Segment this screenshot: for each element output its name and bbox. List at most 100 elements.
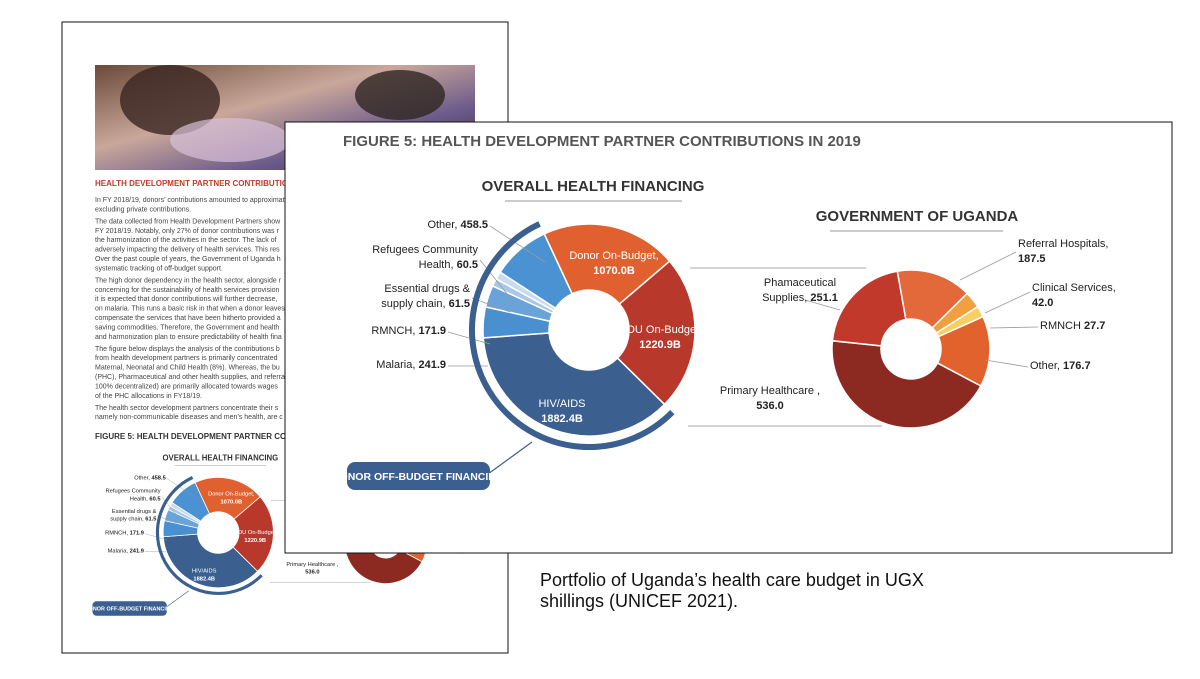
category-label: HIV/AIDS xyxy=(538,398,586,410)
data-label: HIV/AIDS 1882.4B xyxy=(178,567,230,583)
annotation-pill xyxy=(347,462,490,490)
value-label: 61.5 xyxy=(145,515,157,523)
category-label: Primary Healthcare , xyxy=(719,385,821,397)
document-line: compensate the services that have been h… xyxy=(95,315,281,322)
document-line: adversely impacting the delivery of heal… xyxy=(95,247,280,254)
leader-line xyxy=(166,478,196,498)
value-label: 1070.0B xyxy=(220,498,243,506)
data-label: Essential drugs & supply chain, 61.5 xyxy=(102,508,157,524)
leader-line xyxy=(989,326,1039,329)
document-line: namely non-communicable diseases and men… xyxy=(95,414,283,421)
label-box: Essential drugs & supply chain, 61.5 xyxy=(365,282,470,312)
data-label: GOU On-Budget, 1220.9B xyxy=(610,323,710,353)
label-box: Referral Hospitals, 187.5 xyxy=(1018,238,1109,265)
annotation: DONOR OFF-BUDGET FINANCING xyxy=(332,471,504,483)
donut-segment xyxy=(831,339,982,429)
annotation-leader xyxy=(165,590,189,608)
category-label: Other, xyxy=(427,219,458,231)
value-label: 171.9 xyxy=(129,530,144,537)
donut-segment xyxy=(171,482,211,522)
leader-line xyxy=(447,331,491,345)
document-line: 100% decentralized) are primarily alloca… xyxy=(95,383,278,390)
label-box: Clinical Services, 42.0 xyxy=(1032,281,1142,311)
category-label: Refugees Community Health, xyxy=(105,487,161,502)
category-label: GOU On-Budget, xyxy=(617,324,703,336)
category-label: RMNCH, xyxy=(105,530,129,537)
document-line: (PHC), Pharmaceutical and other health s… xyxy=(95,374,285,381)
leader-line xyxy=(959,251,1017,281)
leader-line xyxy=(144,533,167,541)
donut-segment xyxy=(543,223,671,306)
category-label: Donor On-Budget, xyxy=(569,250,659,262)
document-line: on malaria. This runs a basic risk in th… xyxy=(95,306,285,313)
photo-detail xyxy=(120,65,220,135)
category-label: Essential drugs & supply chain, xyxy=(110,508,157,523)
leader-line xyxy=(479,259,513,301)
donut-segment xyxy=(232,496,274,572)
leader-line xyxy=(161,496,179,518)
value-label: 1070.0B xyxy=(593,265,635,277)
data-label: Refugees Community Health, 60.5 xyxy=(101,487,161,503)
value-label: 61.5 xyxy=(448,298,470,310)
value-label: 458.5 xyxy=(460,219,488,231)
label-box: Essential drugs & supply chain, 61.5 xyxy=(102,508,157,524)
figure-content: OVERALL HEALTH FINANCING Donor On-Budget,… xyxy=(332,178,1150,490)
label-box: Other, 176.7 xyxy=(1030,359,1140,374)
category-label: Referral Hospitals, xyxy=(1018,238,1109,250)
document-line: In FY 2018/19, donors’ contributions amo… xyxy=(95,197,285,204)
data-label: Clinical Services, 42.0 xyxy=(1032,281,1142,311)
value-label: 27.7 xyxy=(1084,320,1106,332)
leader-line xyxy=(804,299,841,311)
category-label: Other, xyxy=(1030,360,1060,372)
label-box: RMNCH, 171.9 xyxy=(371,325,446,337)
chart-title: GOVERNMENT OF UGANDA xyxy=(816,208,1019,225)
off-budget-arc xyxy=(469,221,675,450)
data-label: Other, 458.5 xyxy=(368,218,488,233)
label-box: Primary Healthcare , 536.0 xyxy=(719,385,821,412)
data-label: RMNCH 27.7 xyxy=(1040,319,1150,334)
label-box: Donor On-Budget, 1070.0B xyxy=(559,249,669,279)
value-label: 1220.9B xyxy=(639,339,681,351)
data-label: Essential drugs & supply chain, 61.5 xyxy=(365,282,470,312)
document-line: The figure below displays the analysis o… xyxy=(95,346,280,353)
leader-line xyxy=(984,359,1029,368)
label-box: Malaria, 241.9 xyxy=(376,359,446,371)
data-label: Malaria, 241.9 xyxy=(82,547,144,555)
category-label: Essential drugs & supply chain, xyxy=(381,283,470,310)
label-box: GOU On-Budget, 1220.9B xyxy=(229,529,281,545)
document-line: The health sector development partners c… xyxy=(95,405,279,412)
document-line: Maternal, Neonatal and Child Health (8%)… xyxy=(95,365,280,372)
data-label: GOU On-Budget, 1220.9B xyxy=(229,529,281,545)
data-label: Donor On-Budget, 1070.0B xyxy=(559,249,669,279)
data-label: Other, 176.7 xyxy=(1030,359,1140,374)
data-label: Primary Healthcare , 536.0 xyxy=(276,561,349,577)
label-box: Primary Healthcare , 536.0 xyxy=(276,561,349,577)
category-label: Other, xyxy=(134,474,150,482)
value-label: 241.9 xyxy=(418,359,446,371)
leader-line xyxy=(984,291,1031,314)
value-label: 171.9 xyxy=(418,325,446,337)
value-label: 60.5 xyxy=(149,495,161,502)
data-label: HIV/AIDS 1882.4B xyxy=(512,397,612,427)
label-box: Other, 458.5 xyxy=(368,218,488,233)
value-label: 251.1 xyxy=(810,292,838,304)
caption-box: Portfolio of Uganda’s health care budget… xyxy=(540,570,924,611)
label-box: Donor On-Budget, 1070.0B xyxy=(208,491,254,506)
value-label: 1882.4B xyxy=(541,413,583,425)
leader-line xyxy=(489,225,546,263)
label-box: Refugees Community Health, 60.5 xyxy=(363,243,478,273)
annotation-pill xyxy=(92,601,167,616)
value-label: 458.5 xyxy=(151,474,166,482)
category-label: Malaria, xyxy=(376,359,416,371)
mini-figure: OVERALL HEALTH FINANCING Donor On-Budget,… xyxy=(82,453,492,616)
chart-title: OVERALL HEALTH FINANCING xyxy=(162,453,278,462)
label-box: Malaria, 241.9 xyxy=(82,547,144,555)
label-box: RMNCH, 171.9 xyxy=(105,530,144,537)
document-line: Over the past couple of years, the Gover… xyxy=(95,256,281,263)
value-label: 241.9 xyxy=(129,547,144,554)
document-line: and harmonization plan to ensure predict… xyxy=(95,334,282,341)
data-label: Refugees Community Health, 60.5 xyxy=(363,243,478,273)
document-line: FY 2018/19. Notably, only 27% of donor c… xyxy=(95,228,279,235)
